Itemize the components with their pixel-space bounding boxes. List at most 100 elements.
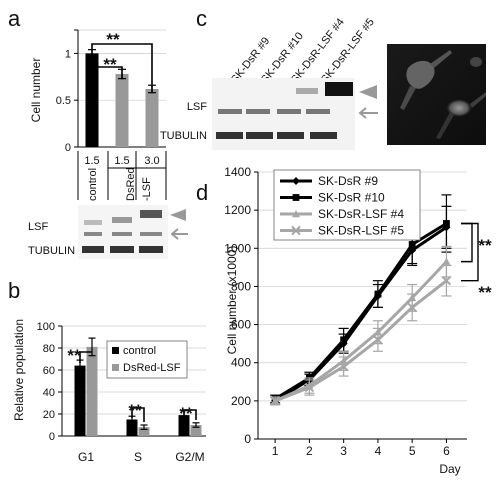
c-blot-band (246, 132, 273, 139)
d-legend-marker (292, 177, 300, 185)
b-stars-g2m: ** (179, 404, 193, 423)
panel-a: Cell number 00.51 1.5 1.5 3.0 control Ds… (28, 29, 188, 259)
panel-label-a: a (8, 6, 21, 31)
d-legend-items: SK-DsR #9 SK-DsR #10 SK-DsR-LSF #4 SK-DsR-L… (280, 174, 404, 238)
b-ytick-label: 40 (43, 387, 55, 399)
d-series-line (274, 222, 448, 401)
b-category-label: G1 (78, 450, 94, 464)
d-ytick-label: 1000 (224, 241, 251, 255)
c-blot-band (216, 132, 243, 139)
c-lane-label: SK-DsR-LSF #5 (319, 16, 377, 86)
d-ytick-label: 400 (231, 356, 251, 370)
d-point (270, 396, 280, 406)
d-xtick-label: 6 (443, 444, 450, 458)
a-dose: 1.5 (114, 155, 129, 167)
d-ytick-label: 0 (244, 432, 251, 446)
a-blot-band (112, 232, 132, 236)
d-point (442, 257, 451, 265)
c-blot-band (246, 109, 270, 114)
cell-shape (470, 92, 486, 108)
c-blot-band (306, 109, 330, 114)
cell-shape (470, 57, 482, 67)
d-point (408, 241, 416, 248)
a-category-dsred: DsRed (125, 167, 137, 201)
cell-shape (446, 99, 472, 117)
d-sig-bracket (461, 222, 473, 263)
b-sig-bracket (131, 407, 145, 422)
a-blot-label-tubulin: TUBULIN (28, 245, 75, 257)
b-ytick-label: 100 (37, 321, 55, 333)
a-dose: 3.0 (144, 155, 159, 167)
b-ytick-label: 0 (49, 431, 55, 443)
a-blot-label-lsf: LSF (28, 221, 48, 233)
d-series-line (274, 260, 448, 403)
a-blot-band (140, 210, 162, 218)
a-category-lsf: -LSF (141, 177, 153, 201)
panel-label-c: c (196, 6, 207, 31)
d-series-line (274, 279, 448, 403)
d-ytick-label: 200 (231, 394, 251, 408)
a-ytick-label: 0.5 (56, 95, 71, 107)
a-ylabel: Cell number (29, 58, 43, 123)
cell-shape (400, 86, 416, 110)
d-point (441, 276, 452, 286)
b-bar (86, 346, 98, 436)
d-point (338, 361, 349, 372)
a-blot-band (140, 232, 162, 236)
d-xtick-label: 2 (306, 444, 313, 458)
b-legend-control: control (123, 345, 156, 357)
a-blot-band (110, 246, 134, 253)
b-stars-g1: ** (67, 346, 81, 365)
d-xtick-label: 3 (340, 444, 347, 458)
a-bar (115, 73, 129, 147)
b-ytick-label: 80 (43, 343, 55, 355)
cell-shape (430, 50, 452, 68)
arrowhead-icon (359, 85, 377, 99)
d-xtick-label: 1 (272, 444, 279, 458)
b-stars-s: ** (128, 401, 142, 420)
b-ytick-label: 20 (43, 409, 55, 421)
d-legend-label: SK-DsR #10 (318, 191, 385, 205)
c-blot-band (296, 88, 318, 94)
c-blot-label-lsf: LSF (187, 101, 207, 113)
d-point (304, 382, 315, 393)
a-category-control: control (87, 168, 99, 201)
c-blot-label-tubulin: TUBULIN (160, 130, 207, 142)
panel-label-d: d (196, 180, 208, 205)
d-ytick-label: 1400 (224, 165, 251, 179)
arrowhead-icon (170, 209, 186, 221)
significance-markers: ** ** ** ** ** ** ** (67, 30, 492, 423)
d-sig-bracket (461, 222, 479, 282)
d-plot-area: 0 200 400 600 800 1000 1200 1400 1 2 3 4 5 6 (224, 165, 479, 458)
d-stars-1: ** (478, 236, 492, 255)
b-bar (138, 427, 150, 436)
d-legend-marker (292, 210, 300, 218)
d-point (443, 220, 450, 227)
d-ytick-label: 800 (231, 279, 251, 293)
b-bar (126, 419, 138, 436)
a-dose: 1.5 (84, 155, 99, 167)
a-bar (145, 88, 159, 147)
b-sig-bracket (183, 409, 197, 420)
a-blot-band (139, 246, 163, 253)
cell-shape (436, 112, 454, 139)
cell-shape (406, 60, 435, 89)
b-bar (190, 425, 202, 436)
a-bar (85, 53, 99, 147)
b-category-label: S (134, 450, 142, 464)
arrow-icon (358, 107, 367, 119)
b-ytick-label: 60 (43, 365, 55, 377)
a-sig-bracket (91, 43, 153, 92)
c-blot-band (325, 82, 353, 96)
b-sig-bracket (79, 351, 92, 363)
panel-c: SK-DsR #9 SK-DsR #10 SK-DsR-LSF #4 SK-Ds… (160, 16, 486, 150)
c-blot-band (310, 132, 337, 139)
a-blot-band (112, 217, 132, 223)
d-xtick-label: 4 (375, 444, 382, 458)
b-legend-dsred: DsRed-LSF (123, 362, 181, 374)
d-stars-2: ** (478, 283, 492, 302)
d-legend-label: SK-DsR #9 (318, 174, 378, 188)
d-point (407, 302, 417, 313)
b-bar (178, 415, 190, 436)
